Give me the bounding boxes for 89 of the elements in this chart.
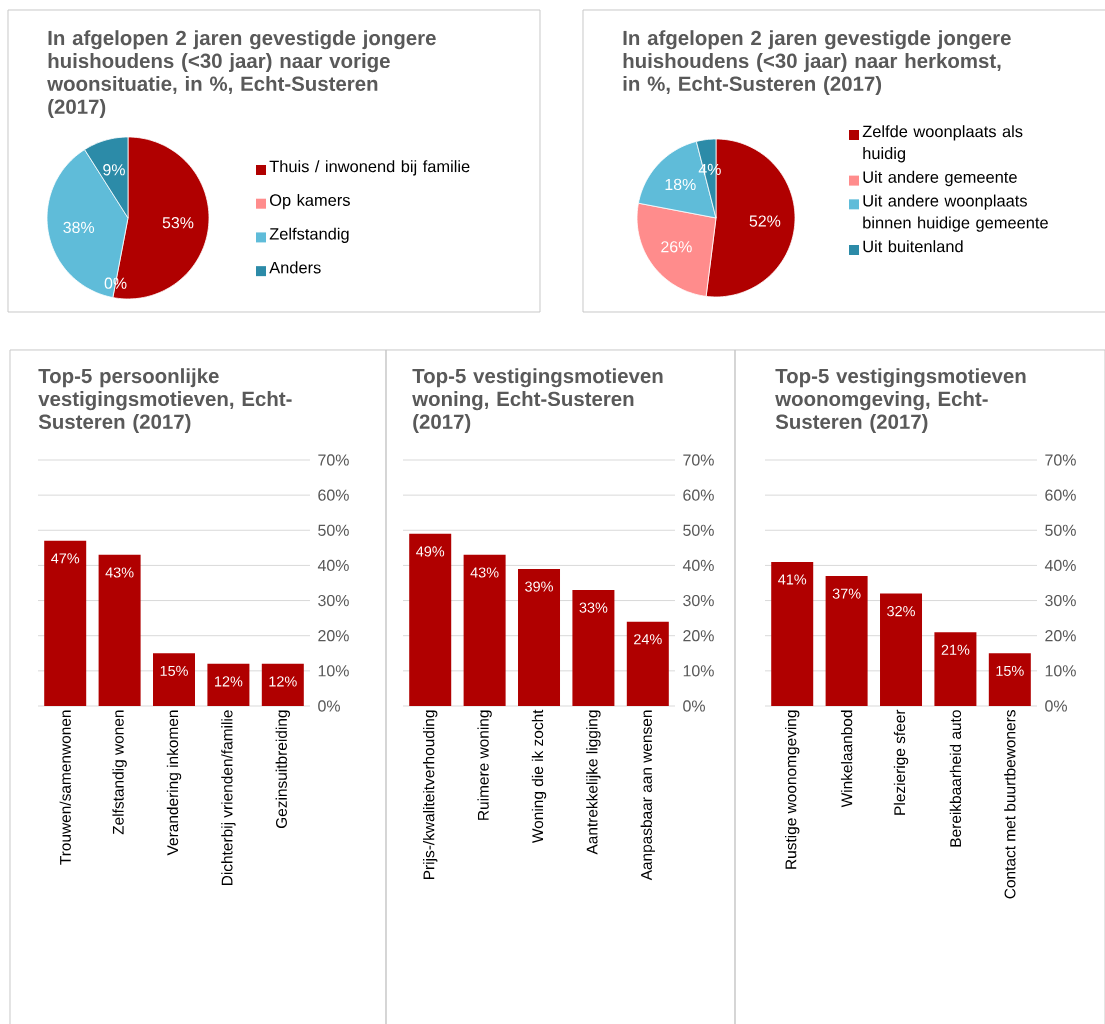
data-label: 12% <box>269 676 297 687</box>
data-label: 47% <box>51 553 80 564</box>
bar <box>261 663 304 706</box>
data-label: 41% <box>778 574 807 585</box>
data-label: 32% <box>887 606 915 617</box>
y-tick-label: 50% <box>683 524 714 536</box>
legend-label: Uit buitenland <box>863 240 963 253</box>
y-tick-label: 40% <box>1044 559 1076 572</box>
y-tick-label: 10% <box>1045 665 1076 677</box>
legend-label: Zelfstandig <box>269 227 349 243</box>
y-tick-label: 20% <box>318 630 349 642</box>
data-label: 24% <box>634 634 662 645</box>
y-tick-label: 20% <box>1045 630 1076 642</box>
bar <box>934 632 977 706</box>
data-label: 52% <box>749 215 781 227</box>
y-tick-label: 0% <box>1045 700 1068 712</box>
bar <box>572 590 615 706</box>
chart-title: Top-5 persoonlijke vestigingsmotieven, Echt-Susteren (2017) <box>38 368 292 434</box>
data-label: 33% <box>579 602 608 613</box>
x-tick-label: Bereikbaarheid auto <box>949 710 962 847</box>
bar <box>825 575 868 706</box>
x-tick-label: Aanpasbaar aan wensen <box>640 710 656 881</box>
bar <box>518 568 561 706</box>
chart-title: Top-5 vestigingsmotieven woonomgeving, Echt-Susteren (2017) <box>775 368 1026 434</box>
x-tick-label: Woning die ik zocht <box>531 709 547 844</box>
data-label: 12% <box>215 676 243 687</box>
x-tick-label: Winkelaanbod <box>840 710 853 808</box>
legend-label: Uit andere woonplaats binnen huidige gemeente <box>863 194 1048 232</box>
bar <box>880 593 923 706</box>
legend-label: Thuis / inwonend bij familie <box>269 160 470 176</box>
bar <box>207 663 250 706</box>
x-tick-label: Dichterbij vrienden/familie <box>221 710 236 886</box>
y-tick-label: 60% <box>1045 489 1076 501</box>
y-tick-label: 70% <box>683 454 714 466</box>
bar <box>988 653 1031 706</box>
x-tick-label: Aantrekkelijke ligging <box>586 710 601 855</box>
y-tick-label: 0% <box>318 700 340 712</box>
y-tick-label: 30% <box>1045 594 1076 607</box>
y-tick-label: 20% <box>683 630 714 642</box>
bar <box>463 554 506 706</box>
data-label: 15% <box>160 665 188 676</box>
legend-label: Zelfde woonplaats als huidig <box>862 125 1023 163</box>
x-tick-label: Trouwen/samenwonen <box>59 710 71 865</box>
y-tick-label: 40% <box>317 559 349 572</box>
bar <box>153 653 196 706</box>
legend-label: Uit andere gemeente <box>863 170 1017 187</box>
legend-label: Anders <box>269 261 321 274</box>
x-tick-label: Zelfstandig wonen <box>112 710 127 835</box>
bar <box>771 561 814 706</box>
legend-label: Op kamers <box>269 193 350 210</box>
data-label: 38% <box>63 221 95 234</box>
y-tick-label: 40% <box>682 559 714 572</box>
data-label: 39% <box>525 581 553 592</box>
data-label: 37% <box>832 588 861 599</box>
text: 0% <box>104 277 127 289</box>
x-tick-label: Verandering inkomen <box>166 710 182 856</box>
bar <box>409 533 452 706</box>
x-tick-label: Ruimere woning <box>477 710 492 820</box>
chart-title: In afgelopen 2 jaren gevestigde jongere huishoudens (<30 jaar) naar herkomst, in %, Echt-Susteren (2017) <box>623 30 1011 96</box>
chart-title: In afgelopen 2 jaren gevestigde jongere huishoudens (<30 jaar) naar vorige woonsituatie, in %, Echt-Susteren (2017) <box>47 30 436 118</box>
y-tick-label: 60% <box>318 489 349 501</box>
chart-title: Top-5 vestigingsmotieven woning, Echt-Susteren (2017) <box>412 368 663 434</box>
y-tick-label: 10% <box>683 665 714 677</box>
x-tick-label: Prijs-/kwaliteitverhouding <box>423 710 438 880</box>
data-label: 9% <box>103 164 125 176</box>
x-tick-label: Plezierige sfeer <box>893 709 909 815</box>
y-tick-label: 10% <box>318 665 349 677</box>
data-label: 53% <box>162 217 194 229</box>
y-tick-label: 70% <box>1045 454 1076 466</box>
bar <box>626 621 669 706</box>
y-tick-label: 50% <box>1045 524 1076 536</box>
y-tick-label: 50% <box>318 524 349 536</box>
data-label: 15% <box>996 665 1024 676</box>
x-tick-label: Rustige woonomgeving <box>785 710 800 869</box>
y-tick-label: 70% <box>318 454 349 466</box>
x-tick-label: Gezinsuitbreiding <box>275 710 290 829</box>
y-tick-label: 0% <box>683 700 705 712</box>
bar <box>98 554 141 706</box>
y-tick-label: 30% <box>683 594 714 607</box>
y-tick-label: 30% <box>318 594 349 607</box>
x-tick-label: Contact met buurtbewoners <box>1004 710 1016 899</box>
bar <box>44 540 87 706</box>
data-label: 43% <box>105 567 134 578</box>
y-tick-label: 60% <box>683 489 714 501</box>
data-label: 21% <box>941 644 970 655</box>
data-label: 18% <box>665 178 696 191</box>
data-label: 43% <box>470 567 499 578</box>
data-label: 26% <box>661 241 692 253</box>
data-label: 49% <box>416 546 445 557</box>
